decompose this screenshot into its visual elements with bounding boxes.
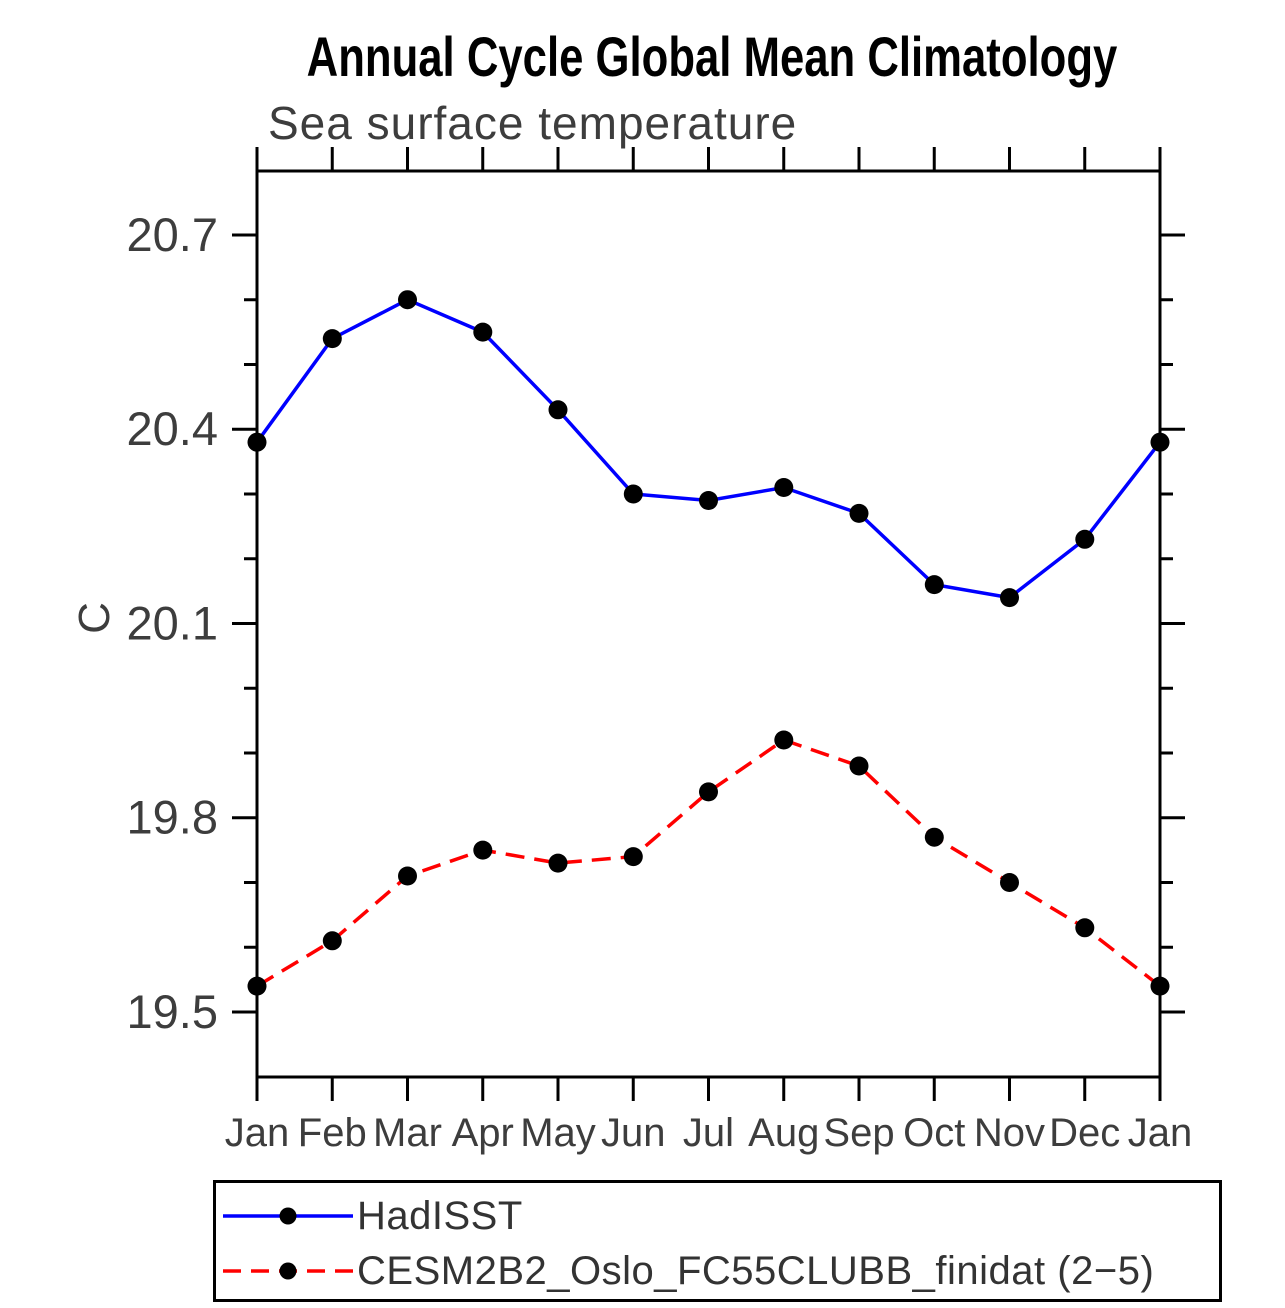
x-tick-label: Apr [452,1111,514,1155]
legend-line-hadisst [223,1207,353,1225]
data-point-marker [699,782,718,802]
x-tick-label: Jan [1128,1111,1193,1155]
legend-sample-marker [279,1262,297,1280]
series-line-0 [255,297,1162,600]
data-point-marker [1000,873,1019,892]
legend-item-cesm: CESM2B2_Oslo_FC55CLUBB_finidat (2−5) [221,1248,1155,1293]
chart-title: Annual Cycle Global Mean Climatology [306,25,1118,88]
data-point-marker [849,503,869,523]
legend-box: HadISST CESM2B2_Oslo_FC55CLUBB_finidat (… [213,1180,1222,1302]
data-point-marker [924,827,944,847]
axis-ticks [232,147,1185,1101]
x-tick-label: Jul [683,1111,734,1155]
x-tick-label: Dec [1049,1111,1120,1155]
data-point-marker [623,484,643,504]
x-tick-label: Jun [601,1111,666,1155]
x-tick-label: Mar [373,1111,442,1155]
data-point-marker [322,329,342,349]
data-point-marker [473,840,493,860]
data-point-marker [398,866,417,886]
legend-sample-marker [279,1207,297,1225]
legend-item-hadisst: HadISST [221,1193,523,1238]
data-point-marker [699,491,718,510]
y-tick-label: 19.5 [127,985,218,1038]
series-markers-0 [247,290,1170,608]
y-tick-label: 20.4 [127,402,218,455]
x-tick-label: May [520,1111,596,1155]
x-tick-label: Jan [225,1111,290,1155]
data-point-marker [398,290,417,310]
data-point-marker [473,322,493,342]
data-point-marker [1075,918,1095,938]
legend-line-cesm [223,1262,353,1280]
data-point-marker [774,478,794,497]
data-point-marker [1150,432,1170,452]
y-tick-label: 19.8 [127,791,218,844]
y-tick-labels: 19.5 19.8 20.1 20.4 20.7 [127,208,218,1038]
x-tick-labels: Jan Feb Mar Apr May Jun Jul Aug Sep Oct Nov Dec Jan [225,1111,1193,1155]
y-tick-label: 20.7 [127,208,218,261]
data-point-marker [1000,588,1019,608]
data-point-marker [548,853,568,873]
data-point-marker [774,730,794,750]
plot-frame [255,169,1162,1079]
data-point-marker [247,976,267,996]
chart-subtitle: Sea surface temperature [268,97,798,149]
data-point-marker [924,575,944,595]
y-tick-label: 20.1 [127,596,218,649]
data-point-marker [1150,976,1170,996]
series-line-1 [256,738,1162,988]
data-point-marker [1075,529,1095,549]
x-tick-label: Feb [298,1111,367,1155]
data-point-marker [623,847,643,867]
data-point-marker [548,400,568,420]
data-point-marker [849,756,869,776]
legend-label-hadisst: HadISST [357,1193,523,1238]
x-tick-label: Oct [903,1111,965,1155]
x-tick-label: Aug [748,1111,819,1155]
series-markers-1 [247,730,1170,996]
x-tick-label: Nov [974,1111,1045,1155]
x-tick-label: Sep [823,1111,894,1155]
data-point-marker [247,432,267,452]
data-point-marker [322,931,342,951]
legend-label-cesm: CESM2B2_Oslo_FC55CLUBB_finidat (2−5) [357,1248,1155,1293]
